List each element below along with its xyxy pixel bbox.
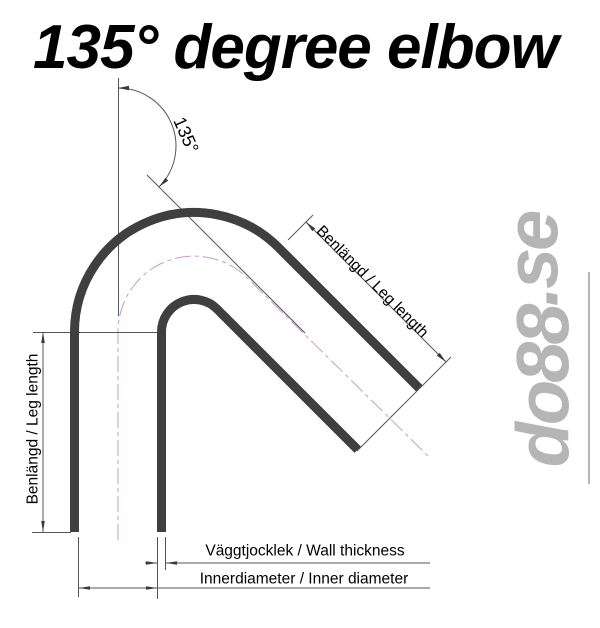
pipe-end-face-line — [356, 356, 452, 452]
inner-diameter-arrow-right — [146, 586, 157, 590]
pipe-inner-wall — [157, 294, 361, 532]
watermark-suffix-text: .se — [490, 212, 574, 307]
page-title: 135° degree elbow — [33, 13, 559, 82]
wall-thickness-label: Väggtjocklek / Wall thickness — [205, 542, 405, 560]
pipe-body — [70, 208, 423, 532]
wall-thickness-arrow-left — [146, 561, 157, 565]
wall-thickness-arrow-right — [166, 561, 177, 565]
angle-arc-arrow-bottom — [159, 177, 169, 187]
do88-watermark: do88.se — [490, 213, 584, 468]
leg-left-arrow-bottom — [41, 521, 45, 532]
angle-diagonal-reference-line — [146, 174, 306, 334]
dimension-lines — [32, 78, 452, 599]
angle-arc-arrow-top — [118, 85, 129, 91]
leg-left-arrow-top — [41, 332, 45, 343]
inner-diameter-arrow-left — [79, 586, 90, 590]
dimension-arrowheads — [41, 85, 446, 590]
centerline-path — [117, 255, 431, 540]
leg-right-dimension-line — [305, 221, 447, 363]
leg-length-label-left: Benlängd / Leg length — [24, 353, 42, 505]
watermark-underline — [588, 272, 590, 484]
watermark-main-text: do88 — [501, 306, 585, 468]
angle-arc — [117, 87, 177, 188]
leg-right-extension-top — [287, 214, 314, 241]
pipe-centerline — [117, 255, 431, 540]
leg-right-arrow-bottom — [436, 352, 446, 362]
leg-right-arrow-top — [306, 222, 316, 232]
pipe-outer-wall — [70, 208, 423, 532]
inner-diameter-label: Innerdiameter / Inner diameter — [199, 570, 409, 588]
